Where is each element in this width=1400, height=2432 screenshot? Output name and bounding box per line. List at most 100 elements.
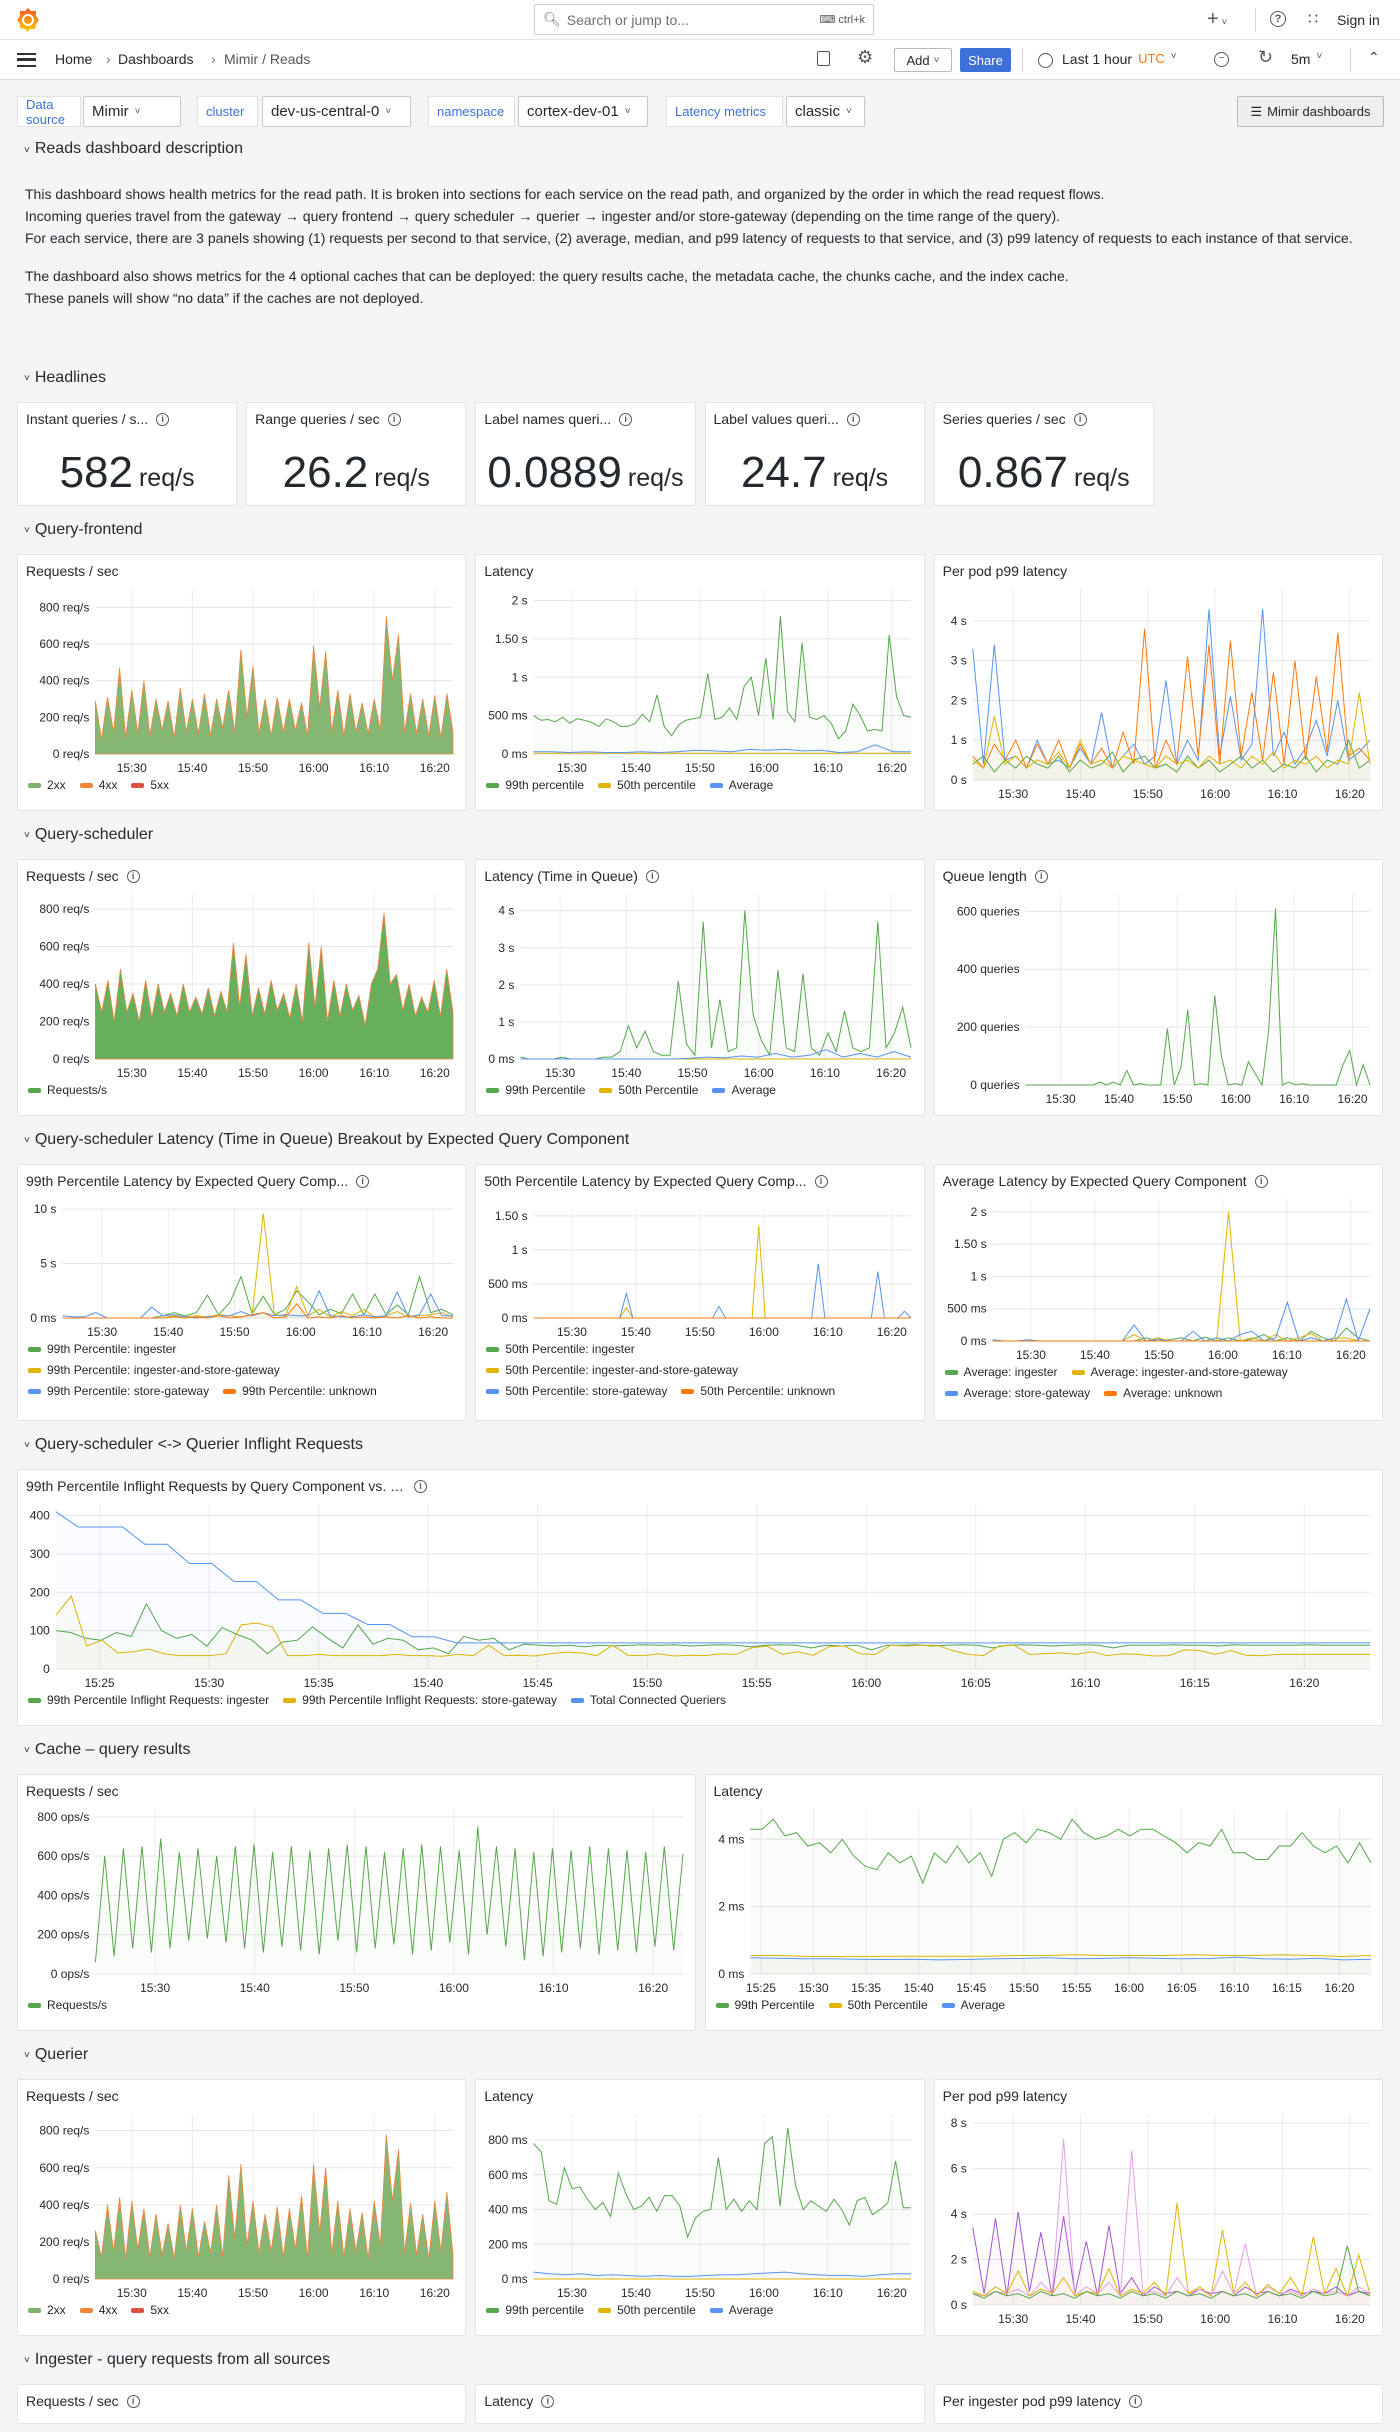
row-header-query-scheduler[interactable]: ˅ Query-scheduler xyxy=(0,819,1400,851)
legend-item-4xx[interactable]: 4xx xyxy=(79,778,117,792)
info-icon[interactable]: i xyxy=(356,1174,370,1188)
panel-title[interactable]: 99th Percentile Inflight Requests by Que… xyxy=(26,1478,427,1494)
panel-title[interactable]: Average Latency by Expected Query Compon… xyxy=(943,1173,1268,1189)
info-icon[interactable]: i xyxy=(1073,412,1087,426)
legend-item-average[interactable]: Average xyxy=(709,778,773,792)
row-header-querier[interactable]: ˅ Querier xyxy=(0,2039,1400,2071)
legend-item-5xx[interactable]: 5xx xyxy=(131,2303,169,2317)
info-icon[interactable]: i xyxy=(1128,2394,1142,2408)
cluster-select[interactable]: dev-us-central-0 ˅ xyxy=(262,96,411,127)
info-icon[interactable]: i xyxy=(1034,869,1048,883)
row-header-headlines[interactable]: ˅ Headlines xyxy=(0,362,1400,394)
legend-item-99th-percentile[interactable]: 99th percentile xyxy=(486,778,584,792)
chart-plot[interactable]: 15:30 15:40 15:50 16:00 16:10 16:20 0 ops/s 200… xyxy=(18,1775,695,2030)
legend-item-2xx[interactable]: 2xx xyxy=(28,2303,66,2317)
panel-title[interactable]: Requests / sec xyxy=(26,1783,119,1799)
legend-item-average-ingester-and-store-gateway[interactable]: Average: ingester-and-store-gateway xyxy=(1071,1365,1288,1379)
search-input[interactable]: 🔍︎ Search or jump to... ⌨ ctrl+k xyxy=(534,4,874,35)
info-icon[interactable]: i xyxy=(541,2394,555,2408)
info-icon[interactable]: i xyxy=(645,869,659,883)
namespace-select[interactable]: cortex-dev-01 ˅ xyxy=(518,96,648,127)
breadcrumb-dashboards[interactable]: Dashboards xyxy=(118,51,194,67)
settings-gear-icon[interactable]: ⚙ xyxy=(857,47,874,67)
legend-item-50th-percentile-ingester-and-store-gateway[interactable]: 50th Percentile: ingester-and-store-gate… xyxy=(486,1363,738,1377)
legend-item-50th-percentile-store-gateway[interactable]: 50th Percentile: store-gateway xyxy=(486,1384,667,1398)
row-header-query-scheduler-latency-time-in-queue-breakout-by-expected-query-component[interactable]: ˅ Query-scheduler Latency (Time in Queue)… xyxy=(0,1124,1400,1156)
legend-item-requests-s[interactable]: Requests/s xyxy=(28,1998,107,2012)
legend-item-average[interactable]: Average xyxy=(712,1083,776,1097)
panel-title[interactable]: Latency xyxy=(714,1783,763,1799)
refresh-icon[interactable]: ↻ xyxy=(1258,47,1274,67)
panel-title[interactable]: Requests / sec xyxy=(26,563,119,579)
grafana-logo-icon[interactable] xyxy=(16,7,40,33)
row-header-cache-query-results[interactable]: ˅ Cache – query results xyxy=(0,1734,1400,1766)
panel-title[interactable]: Series queries / sec i xyxy=(943,411,1087,427)
panel-title[interactable]: Requests / sec xyxy=(26,2088,119,2104)
legend-item-average[interactable]: Average xyxy=(709,2303,773,2317)
chart-plot[interactable]: 15:25 15:30 15:35 15:40 15:45 15:50 15:55 16:00… xyxy=(706,1775,1383,2030)
info-icon[interactable]: i xyxy=(156,412,170,426)
panel-title[interactable]: Per ingester pod p99 latency i xyxy=(943,2393,1142,2409)
legend-item-99th-percentile-inflight-requests-store-gateway[interactable]: 99th Percentile Inflight Requests: store… xyxy=(283,1693,557,1707)
panel-title[interactable]: Requests / sec i xyxy=(26,2393,140,2409)
chart-plot[interactable]: 15:30 15:40 15:50 16:00 16:10 16:20 0 req/s 200… xyxy=(18,2080,465,2335)
row-header-query-frontend[interactable]: ˅ Query-frontend xyxy=(0,514,1400,546)
legend-item-requests-s[interactable]: Requests/s xyxy=(28,1083,107,1097)
legend-item-99th-percentile-ingester-and-store-gateway[interactable]: 99th Percentile: ingester-and-store-gate… xyxy=(28,1363,280,1377)
chart-plot[interactable]: 15:30 15:40 15:50 16:00 16:10 16:20 0 s 2 s 4 s 6… xyxy=(935,2080,1382,2335)
legend-item-average-store-gateway[interactable]: Average: store-gateway xyxy=(944,1386,1090,1400)
legend-item-average[interactable]: Average xyxy=(941,1998,1005,2012)
add-button[interactable]: Add ˅ xyxy=(894,48,952,72)
panel-title[interactable]: Label names queri... i xyxy=(484,411,633,427)
info-icon[interactable]: i xyxy=(846,412,860,426)
legend-item-average-unknown[interactable]: Average: unknown xyxy=(1104,1386,1222,1400)
panel-title[interactable]: Instant queries / s... i xyxy=(26,411,170,427)
legend-item-4xx[interactable]: 4xx xyxy=(79,2303,117,2317)
legend-item-99th-percentile-ingester[interactable]: 99th Percentile: ingester xyxy=(28,1342,176,1356)
legend-item-2xx[interactable]: 2xx xyxy=(28,778,66,792)
chart-plot[interactable]: 15:30 15:40 15:50 16:00 16:10 16:20 0 ms 500 ms… xyxy=(476,555,923,810)
description-row-header[interactable]: ˅ Reads dashboard description xyxy=(24,140,243,158)
legend-item-99th-percentile-store-gateway[interactable]: 99th Percentile: store-gateway xyxy=(28,1384,209,1398)
legend-item-99th-percentile[interactable]: 99th percentile xyxy=(486,2303,584,2317)
panel-title[interactable]: Label values queri... i xyxy=(714,411,860,427)
legend-item-50th-percentile[interactable]: 50th Percentile xyxy=(828,1998,928,2012)
save-dashboard-icon[interactable] xyxy=(817,51,830,66)
panel-title[interactable]: Per pod p99 latency xyxy=(943,2088,1068,2104)
mimir-dashboards-button[interactable]: ☰ Mimir dashboards xyxy=(1237,96,1384,127)
panel-title[interactable]: Latency (Time in Queue) i xyxy=(484,868,659,884)
share-button[interactable]: Share xyxy=(960,48,1011,72)
legend-item-50th-percentile[interactable]: 50th percentile xyxy=(598,778,696,792)
panel-title[interactable]: Queue length i xyxy=(943,868,1048,884)
legend-item-50th-percentile[interactable]: 50th Percentile xyxy=(599,1083,698,1097)
chart-plot[interactable]: 15:30 15:40 15:50 16:00 16:10 16:20 0 ms 1 s 2 s… xyxy=(476,860,923,1115)
sign-in-link[interactable]: Sign in xyxy=(1337,12,1380,28)
panel-title[interactable]: Latency xyxy=(484,2088,533,2104)
panel-title[interactable]: Range queries / sec i xyxy=(255,411,401,427)
legend-item-total-connected-queriers[interactable]: Total Connected Queriers xyxy=(570,1693,726,1707)
zoom-out-icon[interactable]: − xyxy=(1214,52,1229,67)
legend-item-99th-percentile[interactable]: 99th Percentile xyxy=(486,1083,585,1097)
breadcrumb-home[interactable]: Home xyxy=(55,51,93,67)
info-icon[interactable]: i xyxy=(126,869,140,883)
chart-plot[interactable]: 15:30 15:40 15:50 16:00 16:10 16:20 0 req/s 200… xyxy=(18,860,465,1115)
panel-title[interactable]: 99th Percentile Latency by Expected Quer… xyxy=(26,1173,370,1189)
row-header-query-scheduler-querier-inflight-requests[interactable]: ˅ Query-scheduler <-> Querier Inflight Re… xyxy=(0,1429,1400,1461)
chart-plot[interactable]: 15:25 15:30 15:35 15:40 15:45 15:50 15:55 16:00… xyxy=(18,1470,1382,1725)
info-icon[interactable]: i xyxy=(126,2394,140,2408)
legend-item-50th-percentile-unknown[interactable]: 50th Percentile: unknown xyxy=(681,1384,835,1398)
legend-item-50th-percentile[interactable]: 50th percentile xyxy=(598,2303,696,2317)
help-icon[interactable]: ? xyxy=(1270,11,1286,27)
time-range-picker[interactable]: Last 1 hour UTC ˅ xyxy=(1062,51,1177,67)
chart-plot[interactable]: 15:30 15:40 15:50 16:00 16:10 16:20 0 ms 500 ms… xyxy=(476,1165,923,1420)
chart-plot[interactable]: 15:30 15:40 15:50 16:00 16:10 16:20 0 queries 2… xyxy=(935,860,1382,1115)
chart-plot[interactable]: 15:30 15:40 15:50 16:00 16:10 16:20 0 s 1 s 2 s 3… xyxy=(935,555,1382,810)
legend-item-99th-percentile-unknown[interactable]: 99th Percentile: unknown xyxy=(223,1384,377,1398)
datasource-select[interactable]: Mimir ˅ xyxy=(83,96,181,127)
panel-title[interactable]: Per pod p99 latency xyxy=(943,563,1068,579)
panel-title[interactable]: Latency i xyxy=(484,2393,555,2409)
info-icon[interactable]: i xyxy=(1254,1174,1268,1188)
legend-item-average-ingester[interactable]: Average: ingester xyxy=(944,1365,1058,1379)
latency-metrics-select[interactable]: classic ˅ xyxy=(786,96,865,127)
rss-news-icon[interactable]: ∷ xyxy=(1308,11,1319,28)
